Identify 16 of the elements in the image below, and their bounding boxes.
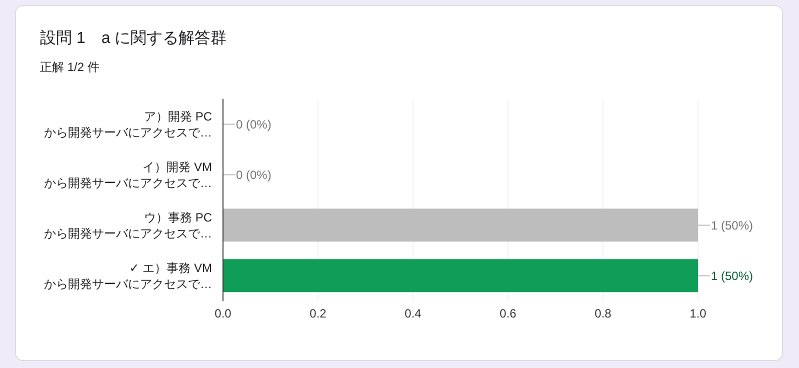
x-tick-label: 1.0 xyxy=(690,306,707,321)
x-tick-label: 0.0 xyxy=(214,306,232,321)
data-label: 0 (0%) xyxy=(236,168,272,182)
y-tick-label: ア）開発 PC から開発サーバにアクセスで… xyxy=(44,109,212,140)
y-tick-label: ウ）事務 PC から開発サーバにアクセスで… xyxy=(44,210,212,240)
text: 正解 1/2 件 xyxy=(40,59,100,76)
data-label: 1 (50%) xyxy=(711,268,754,283)
y-tick-label: ✓ エ）事務 VM から開発サーバにアクセスで… xyxy=(44,260,212,291)
y-tick-label: イ）開発 VM から開発サーバにアクセスで… xyxy=(44,160,212,190)
x-tick-label: 0.2 xyxy=(310,306,327,321)
chart-title: 設問 1 a に関する解答群 xyxy=(40,29,227,49)
x-tick-label: 0.8 xyxy=(594,306,612,321)
data-label: 1 (50%) xyxy=(711,218,754,232)
x-tick-label: 0.6 xyxy=(500,306,517,321)
x-tick-label: 0.4 xyxy=(404,306,422,321)
data-label: 0 (0%) xyxy=(236,117,272,132)
